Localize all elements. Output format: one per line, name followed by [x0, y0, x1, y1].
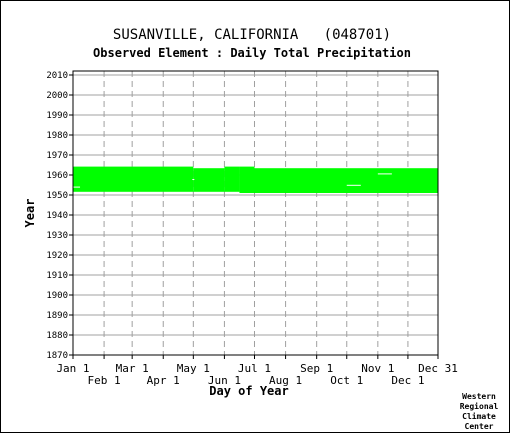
data-coverage-block	[254, 168, 438, 193]
plot-border	[72, 70, 439, 356]
y-tick-label: 1980	[46, 131, 68, 141]
credit-line-4: Center	[465, 422, 494, 431]
y-tick-label: 1960	[46, 171, 68, 181]
y-tick-label: 1920	[46, 251, 68, 261]
data-coverage-block	[73, 166, 194, 192]
y-tick-label: 2000	[46, 91, 68, 101]
x-tick-label: Oct 1	[330, 374, 363, 387]
credit-line-2: Regional	[460, 401, 499, 411]
data-coverage-block	[224, 166, 240, 192]
missing-data-gap	[377, 173, 392, 175]
x-tick-label: Dec 31	[418, 362, 458, 375]
x-tick-label: May 1	[177, 362, 210, 375]
y-tick-label: 1950	[46, 191, 68, 201]
y-tick-label: 1930	[46, 231, 68, 241]
y-tick-label: 1880	[46, 331, 68, 341]
y-tick-label: 1940	[46, 211, 68, 221]
credit-line-1: Western	[462, 392, 496, 401]
y-tick-label: 1970	[46, 151, 68, 161]
x-tick-label: Jul 1	[238, 362, 271, 375]
x-tick-label: Feb 1	[88, 374, 121, 387]
x-tick-label: Aug 1	[269, 374, 302, 387]
x-tick-label: Mar 1	[116, 362, 149, 375]
missing-data-gap	[192, 179, 195, 180]
x-tick-label: Dec 1	[391, 374, 424, 387]
missing-data-gap	[346, 184, 361, 186]
y-tick-label: 2010	[46, 71, 68, 81]
x-tick-label: Apr 1	[147, 374, 180, 387]
credit-line-3: Climate	[462, 411, 496, 421]
x-tick-label: Jan 1	[56, 362, 89, 375]
y-axis-label: Year	[23, 199, 37, 228]
chart-subtitle: Observed Element : Daily Total Precipita…	[93, 46, 411, 60]
y-tick-label: 1910	[46, 271, 68, 281]
x-tick-label: Nov 1	[361, 362, 394, 375]
missing-data-gap	[73, 186, 81, 188]
y-tick-label: 1890	[46, 311, 68, 321]
y-tick-label: 1900	[46, 291, 68, 301]
plot-area: 2010 2000 1990 1980 1970 1960 1950 1940 1930 1920…	[46, 70, 458, 387]
data-coverage-block	[239, 166, 255, 193]
y-tick-label: 1870	[46, 351, 68, 361]
x-axis-label: Day of Year	[209, 384, 288, 398]
data-coverage-block	[193, 168, 225, 192]
chart-title: SUSANVILLE, CALIFORNIA (048701)	[113, 27, 391, 43]
x-tick-label: Sep 1	[300, 362, 333, 375]
x-tick-label: Jun 1	[208, 374, 241, 387]
y-tick-label: 1990	[46, 111, 68, 121]
credit-block: Western Regional Climate Center	[460, 392, 499, 431]
